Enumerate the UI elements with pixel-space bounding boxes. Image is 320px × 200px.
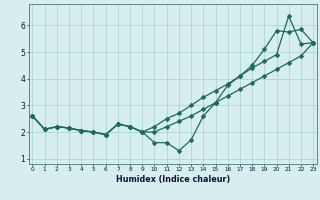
X-axis label: Humidex (Indice chaleur): Humidex (Indice chaleur) [116, 175, 230, 184]
